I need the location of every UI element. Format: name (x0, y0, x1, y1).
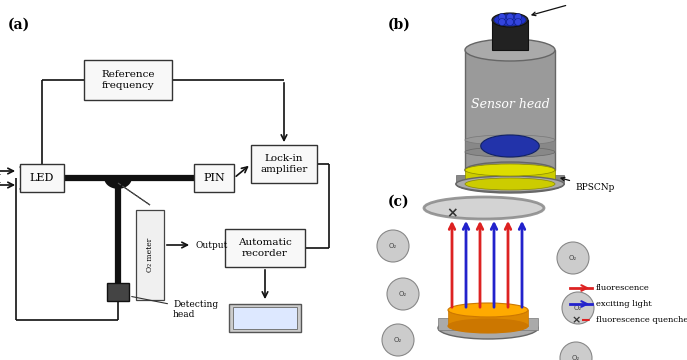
Ellipse shape (494, 14, 526, 26)
Text: Automatic
recorder: Automatic recorder (238, 238, 292, 258)
Ellipse shape (456, 175, 564, 193)
Ellipse shape (492, 13, 528, 27)
Text: Detecting
head: Detecting head (132, 297, 218, 319)
Text: O₂: O₂ (389, 243, 397, 249)
FancyBboxPatch shape (194, 164, 234, 192)
Circle shape (499, 13, 506, 21)
Text: PIN: PIN (203, 173, 225, 183)
Circle shape (506, 18, 513, 26)
Text: O₂: O₂ (399, 291, 407, 297)
Text: O₂: O₂ (574, 305, 582, 311)
Text: fluorescence quenched: fluorescence quenched (596, 316, 687, 324)
Circle shape (506, 13, 513, 21)
Text: O₂: O₂ (572, 355, 580, 360)
Circle shape (515, 13, 521, 21)
Circle shape (499, 18, 506, 26)
FancyBboxPatch shape (465, 140, 555, 152)
Text: Lock-in
amplifier: Lock-in amplifier (260, 154, 308, 174)
FancyBboxPatch shape (84, 60, 172, 100)
Text: Fiber bundle: Fiber bundle (532, 0, 624, 15)
FancyBboxPatch shape (448, 310, 528, 326)
Circle shape (377, 230, 409, 262)
Text: exciting light: exciting light (596, 300, 652, 308)
FancyBboxPatch shape (233, 307, 297, 329)
Ellipse shape (456, 176, 564, 192)
Ellipse shape (465, 39, 555, 61)
Ellipse shape (465, 164, 555, 176)
Circle shape (387, 278, 419, 310)
Ellipse shape (465, 135, 555, 145)
Text: Sensor head: Sensor head (471, 99, 550, 112)
Ellipse shape (465, 162, 555, 178)
FancyBboxPatch shape (20, 164, 64, 192)
Text: O₂: O₂ (394, 337, 402, 343)
Text: Reference
frequency: Reference frequency (101, 70, 155, 90)
Text: (a): (a) (8, 18, 30, 32)
FancyBboxPatch shape (136, 210, 164, 300)
FancyBboxPatch shape (251, 145, 317, 183)
Text: O₂: O₂ (569, 255, 577, 261)
Text: LED: LED (30, 173, 54, 183)
Circle shape (515, 18, 521, 26)
Ellipse shape (465, 178, 555, 190)
Ellipse shape (481, 135, 539, 157)
FancyBboxPatch shape (456, 175, 564, 184)
FancyBboxPatch shape (465, 50, 555, 170)
FancyBboxPatch shape (438, 318, 538, 330)
Text: ×: × (572, 315, 581, 325)
Text: (b): (b) (388, 18, 411, 32)
FancyBboxPatch shape (465, 170, 555, 184)
Text: ×: × (446, 206, 458, 220)
Text: Output: Output (196, 240, 228, 249)
Circle shape (560, 342, 592, 360)
Text: (c): (c) (388, 195, 409, 209)
Ellipse shape (438, 317, 538, 339)
FancyBboxPatch shape (229, 304, 301, 332)
FancyBboxPatch shape (492, 20, 528, 50)
Circle shape (557, 242, 589, 274)
FancyBboxPatch shape (107, 283, 129, 301)
Ellipse shape (424, 197, 544, 219)
Ellipse shape (448, 319, 528, 333)
Text: BPSCNp: BPSCNp (561, 177, 614, 192)
FancyBboxPatch shape (225, 229, 305, 267)
Ellipse shape (465, 147, 555, 157)
Circle shape (382, 324, 414, 356)
Text: O₂ meter: O₂ meter (146, 238, 154, 272)
Circle shape (562, 292, 594, 324)
Ellipse shape (448, 303, 528, 317)
Text: fluorescence: fluorescence (596, 284, 650, 292)
